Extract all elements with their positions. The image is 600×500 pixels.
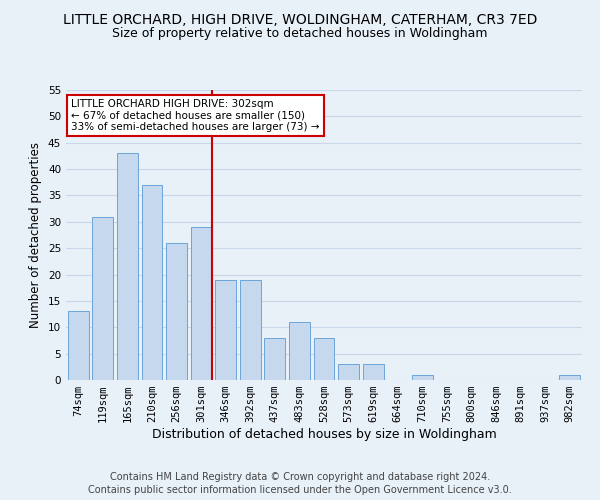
Bar: [289, 322, 310, 380]
Text: LITTLE ORCHARD HIGH DRIVE: 302sqm
← 67% of detached houses are smaller (150)
33%: LITTLE ORCHARD HIGH DRIVE: 302sqm ← 67% …: [71, 98, 320, 132]
Bar: [92, 216, 113, 380]
Text: LITTLE ORCHARD, HIGH DRIVE, WOLDINGHAM, CATERHAM, CR3 7ED: LITTLE ORCHARD, HIGH DRIVE, WOLDINGHAM, …: [63, 12, 537, 26]
Bar: [166, 243, 187, 380]
Bar: [338, 364, 359, 380]
Text: Contains HM Land Registry data © Crown copyright and database right 2024.: Contains HM Land Registry data © Crown c…: [110, 472, 490, 482]
X-axis label: Distribution of detached houses by size in Woldingham: Distribution of detached houses by size …: [152, 428, 496, 441]
Bar: [191, 227, 212, 380]
Bar: [117, 154, 138, 380]
Bar: [68, 312, 89, 380]
Text: Contains public sector information licensed under the Open Government Licence v3: Contains public sector information licen…: [88, 485, 512, 495]
Bar: [215, 280, 236, 380]
Bar: [314, 338, 334, 380]
Bar: [265, 338, 286, 380]
Bar: [142, 185, 163, 380]
Bar: [559, 374, 580, 380]
Y-axis label: Number of detached properties: Number of detached properties: [29, 142, 43, 328]
Bar: [412, 374, 433, 380]
Text: Size of property relative to detached houses in Woldingham: Size of property relative to detached ho…: [112, 28, 488, 40]
Bar: [240, 280, 261, 380]
Bar: [362, 364, 383, 380]
